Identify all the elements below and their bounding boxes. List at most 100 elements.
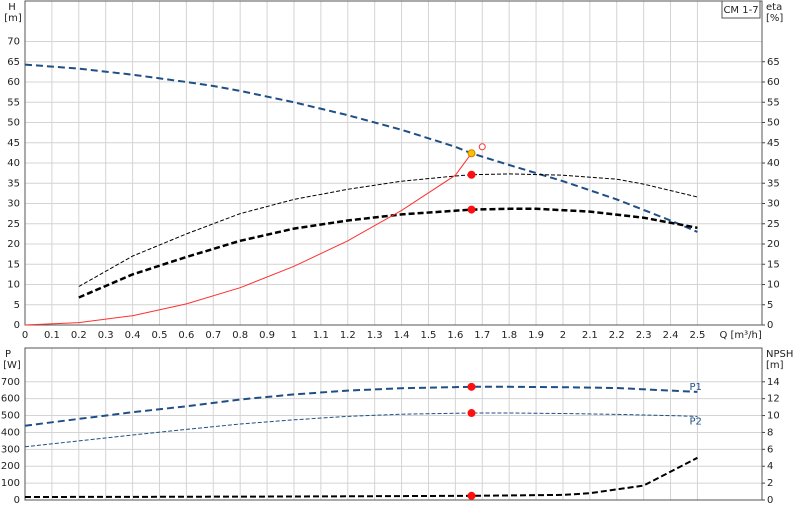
x-tick-label: 2.5 (689, 330, 705, 341)
y2-tick-label: 0 (767, 320, 773, 331)
y-tick-label: 500 (1, 411, 20, 422)
y-tick-label: 200 (1, 461, 20, 472)
x-tick-label: 2.4 (663, 330, 679, 341)
y-tick-label: 300 (1, 444, 20, 455)
y-tick-label: 400 (1, 427, 20, 438)
y2-axis-label: NPSH (766, 349, 793, 360)
x-tick-label: 2.1 (582, 330, 598, 341)
y2-tick-label: 2 (767, 478, 773, 489)
y-tick-label: 70 (7, 37, 20, 48)
operating-point (467, 149, 476, 158)
x-tick-label: 1.5 (421, 330, 437, 341)
x-tick-label: 0.3 (98, 330, 114, 341)
curve (24, 456, 698, 498)
y-axis-label: P (5, 349, 11, 360)
y-tick-label: 20 (7, 239, 20, 250)
y-tick-label: 5 (14, 300, 20, 311)
x-tick-label: 0.5 (152, 330, 168, 341)
x-tick-label: 0.7 (205, 330, 221, 341)
x-tick-label: 1.6 (447, 330, 463, 341)
plot-frame (24, 0, 763, 326)
y-tick-label: 60 (7, 77, 20, 88)
curve (24, 385, 698, 427)
y-tick-label: 55 (7, 97, 20, 108)
y-tick-label: 35 (7, 178, 20, 189)
x-tick-label: 1.9 (528, 330, 544, 341)
x-tick-label: 1.8 (501, 330, 517, 341)
y2-tick-label: 10 (767, 280, 780, 291)
y-tick-label: 30 (7, 199, 20, 210)
y2-tick-label: 35 (767, 178, 780, 189)
curve (78, 207, 698, 299)
y-tick-label: 40 (7, 158, 20, 169)
x-tick-label: 2 (560, 330, 566, 341)
x-tick-label: 0.6 (178, 330, 194, 341)
y-tick-label: 45 (7, 138, 20, 149)
x-tick-label: 2.3 (636, 330, 652, 341)
y2-tick-label: 15 (767, 259, 780, 270)
y-tick-label: 50 (7, 118, 20, 129)
x-tick-label: 0.4 (125, 330, 141, 341)
y-axis-label: H (8, 2, 16, 13)
y-tick-label: 15 (7, 259, 20, 270)
curve (78, 173, 698, 287)
x-tick-label: 1.4 (394, 330, 410, 341)
chart-title: CM 1-7 (723, 5, 758, 16)
y-axis-unit: [m] (4, 13, 22, 24)
y2-axis-label: eta (766, 2, 782, 13)
y2-tick-label: 8 (767, 427, 773, 438)
y2-tick-label: 60 (767, 77, 780, 88)
y-tick-label: 10 (7, 280, 20, 291)
x-tick-label: 1.3 (367, 330, 383, 341)
y2-tick-label: 25 (767, 219, 780, 230)
curve (24, 412, 698, 448)
y2-axis-unit: [m] (766, 360, 784, 371)
operating-point (467, 382, 476, 391)
y-axis-unit: [W] (3, 360, 21, 371)
x-tick-label: 0.1 (44, 330, 60, 341)
y2-tick-label: 10 (767, 411, 780, 422)
title-box (721, 0, 761, 19)
y2-tick-label: 55 (767, 97, 780, 108)
y-tick-label: 0 (14, 495, 20, 506)
x-tick-label: 2.2 (609, 330, 625, 341)
plot-frame (24, 347, 763, 501)
y-tick-label: 700 (1, 377, 20, 388)
curve (24, 63, 698, 233)
y2-tick-label: 4 (767, 461, 773, 472)
y2-tick-label: 6 (767, 444, 773, 455)
x-tick-label: 1.2 (340, 330, 356, 341)
x-tick-label: 1.7 (474, 330, 490, 341)
x-tick-label: 0.8 (232, 330, 248, 341)
y2-tick-label: 0 (767, 495, 773, 506)
series-label: P2 (689, 416, 701, 427)
operating-point (467, 205, 476, 214)
y2-tick-label: 40 (767, 158, 780, 169)
operating-point (467, 409, 476, 418)
series-label: P1 (689, 382, 701, 393)
y2-tick-label: 65 (767, 57, 780, 68)
y-tick-label: 100 (1, 478, 20, 489)
y-tick-label: 65 (7, 57, 20, 68)
y2-tick-label: 50 (767, 118, 780, 129)
y2-tick-label: 12 (767, 394, 780, 405)
x-tick-label: 0 (22, 330, 28, 341)
x-tick-label: 0.2 (71, 330, 87, 341)
y-tick-label: 0 (14, 320, 20, 331)
x-axis-label: Q [m³/h] (719, 330, 761, 341)
operating-point (467, 491, 476, 500)
y2-tick-label: 5 (767, 300, 773, 311)
operating-point (467, 170, 476, 179)
x-tick-label: 1.1 (313, 330, 329, 341)
y2-tick-label: 14 (767, 377, 780, 388)
y2-tick-label: 20 (767, 239, 780, 250)
y2-tick-label: 45 (767, 138, 780, 149)
operating-point (478, 143, 486, 151)
x-tick-label: 0.9 (259, 330, 275, 341)
x-tick-label: 1 (291, 330, 297, 341)
y2-tick-label: 30 (767, 199, 780, 210)
y-tick-label: 600 (1, 394, 20, 405)
curve (24, 153, 472, 326)
